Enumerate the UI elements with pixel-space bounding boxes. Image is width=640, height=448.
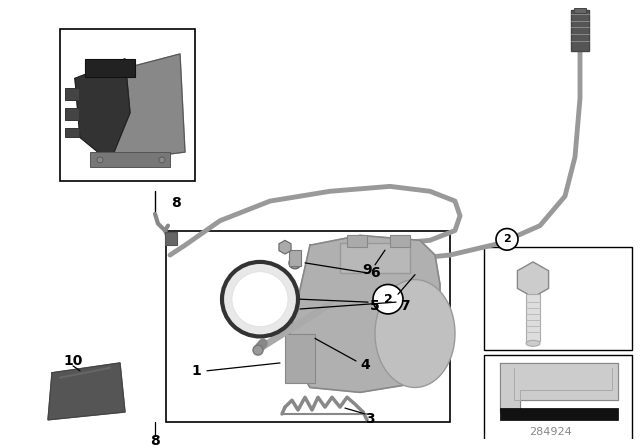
Text: 284924: 284924	[529, 426, 572, 437]
Bar	[500, 408, 618, 420]
Text: 1: 1	[191, 364, 201, 378]
Bar	[526, 294, 540, 341]
Text: 9: 9	[362, 263, 372, 277]
Circle shape	[253, 345, 263, 355]
Bar	[571, 10, 589, 51]
Bar	[60, 30, 195, 181]
Circle shape	[232, 272, 288, 327]
Ellipse shape	[375, 280, 455, 388]
Text: 4: 4	[360, 358, 370, 372]
Bar	[347, 236, 367, 247]
Bar	[340, 243, 410, 273]
Bar	[285, 333, 315, 383]
Text: 3: 3	[365, 412, 375, 426]
Polygon shape	[48, 363, 125, 420]
Circle shape	[97, 157, 103, 163]
Polygon shape	[75, 59, 130, 162]
Bar	[65, 128, 79, 138]
Bar	[484, 247, 632, 350]
Circle shape	[222, 262, 298, 336]
Ellipse shape	[289, 257, 301, 269]
Ellipse shape	[526, 340, 540, 346]
Polygon shape	[290, 236, 440, 392]
Circle shape	[496, 228, 518, 250]
Text: 6: 6	[370, 266, 380, 280]
Bar	[65, 108, 79, 120]
Bar	[85, 59, 135, 77]
Polygon shape	[105, 54, 185, 162]
Bar	[484, 355, 632, 445]
Bar	[165, 232, 177, 245]
Circle shape	[373, 284, 403, 314]
Bar	[289, 250, 301, 266]
Bar	[90, 152, 170, 167]
Bar	[65, 88, 79, 100]
Text: 8: 8	[171, 196, 181, 210]
Text: 5: 5	[370, 299, 380, 313]
Text: 10: 10	[63, 354, 83, 368]
Bar	[390, 236, 410, 247]
Bar	[574, 8, 586, 13]
Circle shape	[159, 157, 165, 163]
Text: 2: 2	[383, 293, 392, 306]
Bar	[166, 231, 450, 422]
Text: 7: 7	[400, 299, 410, 313]
Text: 8: 8	[150, 435, 160, 448]
Polygon shape	[500, 363, 618, 412]
Text: 2: 2	[503, 234, 511, 244]
